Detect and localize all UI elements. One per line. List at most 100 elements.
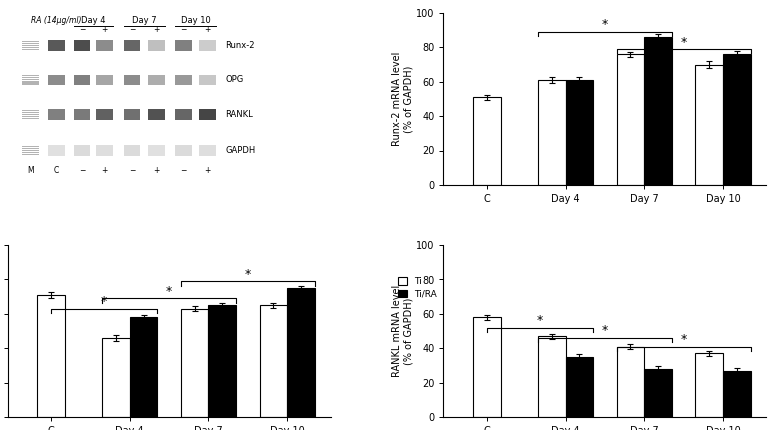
Text: *: * — [537, 314, 543, 327]
Bar — [566, 80, 593, 185]
Text: *: * — [601, 325, 608, 338]
Text: M: M — [27, 166, 33, 175]
Text: Day 10: Day 10 — [181, 16, 211, 25]
Text: *: * — [245, 268, 251, 281]
Bar — [96, 40, 113, 51]
Bar — [22, 41, 39, 42]
Bar — [181, 309, 208, 417]
Bar — [48, 145, 64, 156]
Text: +: + — [101, 166, 108, 175]
Text: *: * — [101, 295, 108, 308]
Bar — [22, 81, 39, 83]
Bar — [37, 295, 65, 417]
Text: −: − — [128, 166, 135, 175]
Bar — [22, 83, 39, 85]
Text: RANKL: RANKL — [225, 110, 253, 119]
Bar — [617, 347, 644, 417]
Text: OPG: OPG — [225, 76, 244, 84]
Bar — [644, 369, 672, 417]
Bar — [644, 37, 672, 185]
Bar — [175, 75, 192, 85]
Bar — [96, 75, 113, 85]
Text: GAPDH: GAPDH — [225, 146, 256, 155]
Text: +: + — [204, 166, 211, 175]
Bar — [617, 54, 644, 185]
Bar — [695, 353, 723, 417]
Text: Day 4: Day 4 — [81, 16, 105, 25]
Text: *: * — [166, 285, 173, 298]
Bar — [22, 75, 39, 77]
Text: *: * — [601, 18, 608, 31]
Bar — [538, 80, 566, 185]
Bar — [22, 79, 39, 80]
Bar — [74, 40, 91, 51]
Bar — [22, 43, 39, 44]
Bar — [566, 357, 593, 417]
Bar — [723, 371, 751, 417]
Text: −: − — [128, 25, 135, 34]
Text: −: − — [79, 166, 85, 175]
Bar — [22, 110, 39, 111]
Bar — [175, 109, 192, 120]
Bar — [473, 317, 501, 417]
Bar — [208, 305, 236, 417]
Bar — [175, 40, 192, 51]
Bar — [22, 152, 39, 153]
Bar — [74, 75, 91, 85]
Bar — [96, 109, 113, 120]
Text: +: + — [153, 166, 159, 175]
Bar — [148, 40, 165, 51]
Bar — [124, 109, 140, 120]
Bar — [22, 45, 39, 46]
Text: +: + — [101, 25, 108, 34]
Bar — [200, 75, 216, 85]
Y-axis label: RANKL mRNA level
(% of GAPDH): RANKL mRNA level (% of GAPDH) — [392, 285, 413, 377]
Bar — [148, 145, 165, 156]
Bar — [96, 145, 113, 156]
Bar — [48, 75, 64, 85]
Bar — [695, 64, 723, 185]
Bar — [22, 150, 39, 151]
Text: −: − — [180, 25, 187, 34]
Legend: Ti, Ti/RA: Ti, Ti/RA — [396, 275, 439, 301]
Bar — [22, 116, 39, 117]
Bar — [148, 109, 165, 120]
Text: *: * — [680, 36, 687, 49]
Text: Day 7: Day 7 — [132, 16, 156, 25]
Text: C: C — [53, 166, 59, 175]
Text: +: + — [153, 25, 159, 34]
Text: +: + — [204, 25, 211, 34]
Bar — [22, 118, 39, 119]
Text: *: * — [680, 333, 687, 346]
Y-axis label: Runx-2 mRNA level
(% of GAPDH): Runx-2 mRNA level (% of GAPDH) — [392, 52, 413, 146]
Bar — [48, 109, 64, 120]
Bar — [200, 40, 216, 51]
Text: Runx-2: Runx-2 — [225, 41, 255, 50]
Bar — [22, 112, 39, 113]
Text: RA (14μg/ml): RA (14μg/ml) — [31, 16, 81, 25]
Bar — [287, 288, 315, 417]
Bar — [148, 75, 165, 85]
Bar — [22, 114, 39, 115]
Bar — [22, 148, 39, 149]
Bar — [124, 145, 140, 156]
Bar — [723, 54, 751, 185]
Bar — [74, 109, 91, 120]
Bar — [22, 146, 39, 147]
Bar — [22, 47, 39, 48]
Bar — [175, 145, 192, 156]
Bar — [48, 40, 64, 51]
Bar — [200, 109, 216, 120]
Bar — [22, 154, 39, 155]
Bar — [74, 145, 91, 156]
Bar — [200, 145, 216, 156]
Text: −: − — [79, 25, 85, 34]
Bar — [259, 305, 287, 417]
Bar — [22, 49, 39, 50]
Bar — [22, 77, 39, 78]
Bar — [124, 40, 140, 51]
Bar — [473, 97, 501, 185]
Bar — [538, 336, 566, 417]
Bar — [102, 338, 130, 417]
Text: −: − — [180, 166, 187, 175]
